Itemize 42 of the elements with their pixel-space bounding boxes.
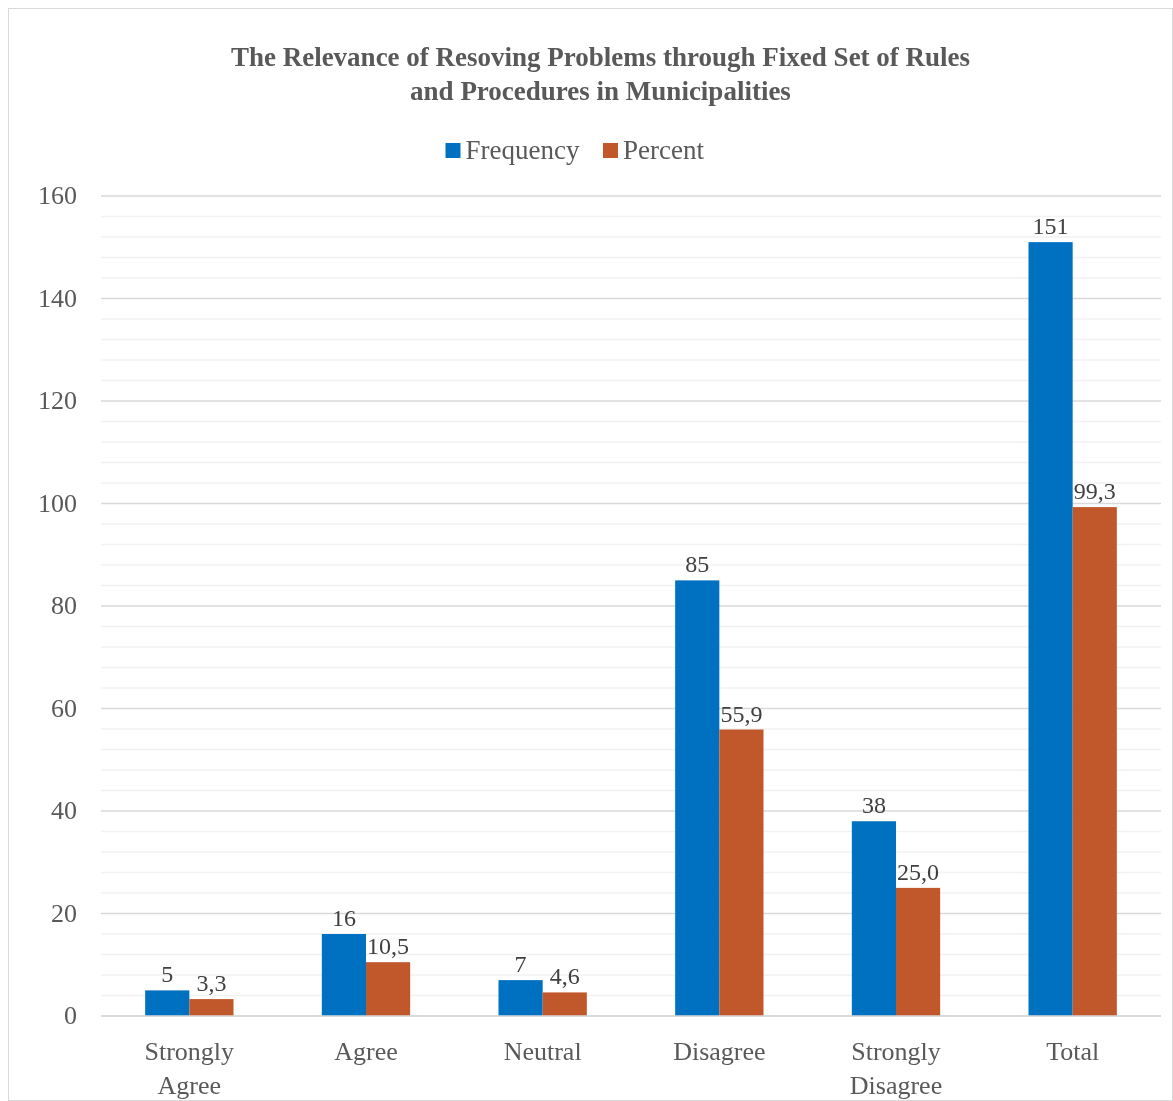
y-tick-label: 80 (51, 591, 77, 620)
data-label: 16 (331, 905, 356, 931)
bar (145, 990, 190, 1016)
data-label: 3,3 (196, 970, 227, 997)
data-label: 10,5 (367, 933, 410, 960)
bar (542, 992, 587, 1016)
x-tick-label: Disagree (673, 1037, 766, 1066)
data-label: 7 (514, 951, 527, 978)
x-tick-label: Total (1046, 1037, 1100, 1066)
data-label: 4,6 (549, 963, 580, 990)
bar (719, 729, 764, 1016)
bar (851, 821, 896, 1016)
y-tick-label: 20 (51, 898, 77, 928)
y-tick-label: 160 (38, 181, 77, 210)
data-label: 99,3 (1073, 478, 1116, 505)
data-label: 38 (861, 792, 886, 819)
bar (321, 934, 366, 1016)
data-label: 5 (161, 961, 174, 988)
x-tick-label: Neutral (503, 1037, 582, 1066)
y-tick-label: 0 (64, 1001, 77, 1030)
y-tick-label: 40 (51, 796, 77, 825)
data-label: 55,9 (720, 700, 763, 727)
data-label: 85 (685, 551, 710, 578)
bar (896, 887, 941, 1016)
x-tick-label: Agree (334, 1037, 398, 1066)
chart-title: The Relevance of Resoving Problems through Fixed Set of Rules and Procedures in Municipalities (230, 42, 971, 106)
data-label: 25,0 (897, 858, 940, 885)
bar (1072, 507, 1117, 1016)
bar (498, 980, 543, 1016)
legend-label: Percent (623, 135, 705, 165)
x-tick-label: Strongly Agree (144, 1037, 235, 1100)
y-tick-label: 100 (38, 488, 77, 518)
bar (1028, 242, 1073, 1016)
x-tick-label: Strongly Disagree (849, 1037, 943, 1100)
bar (675, 580, 720, 1016)
bar (366, 962, 411, 1016)
y-tick-label: 140 (38, 283, 77, 313)
y-tick-label: 60 (51, 693, 77, 723)
data-label: 151 (1032, 213, 1069, 240)
legend-label: Frequency (465, 135, 580, 165)
bar (189, 999, 234, 1016)
y-tick-label: 120 (38, 386, 77, 415)
